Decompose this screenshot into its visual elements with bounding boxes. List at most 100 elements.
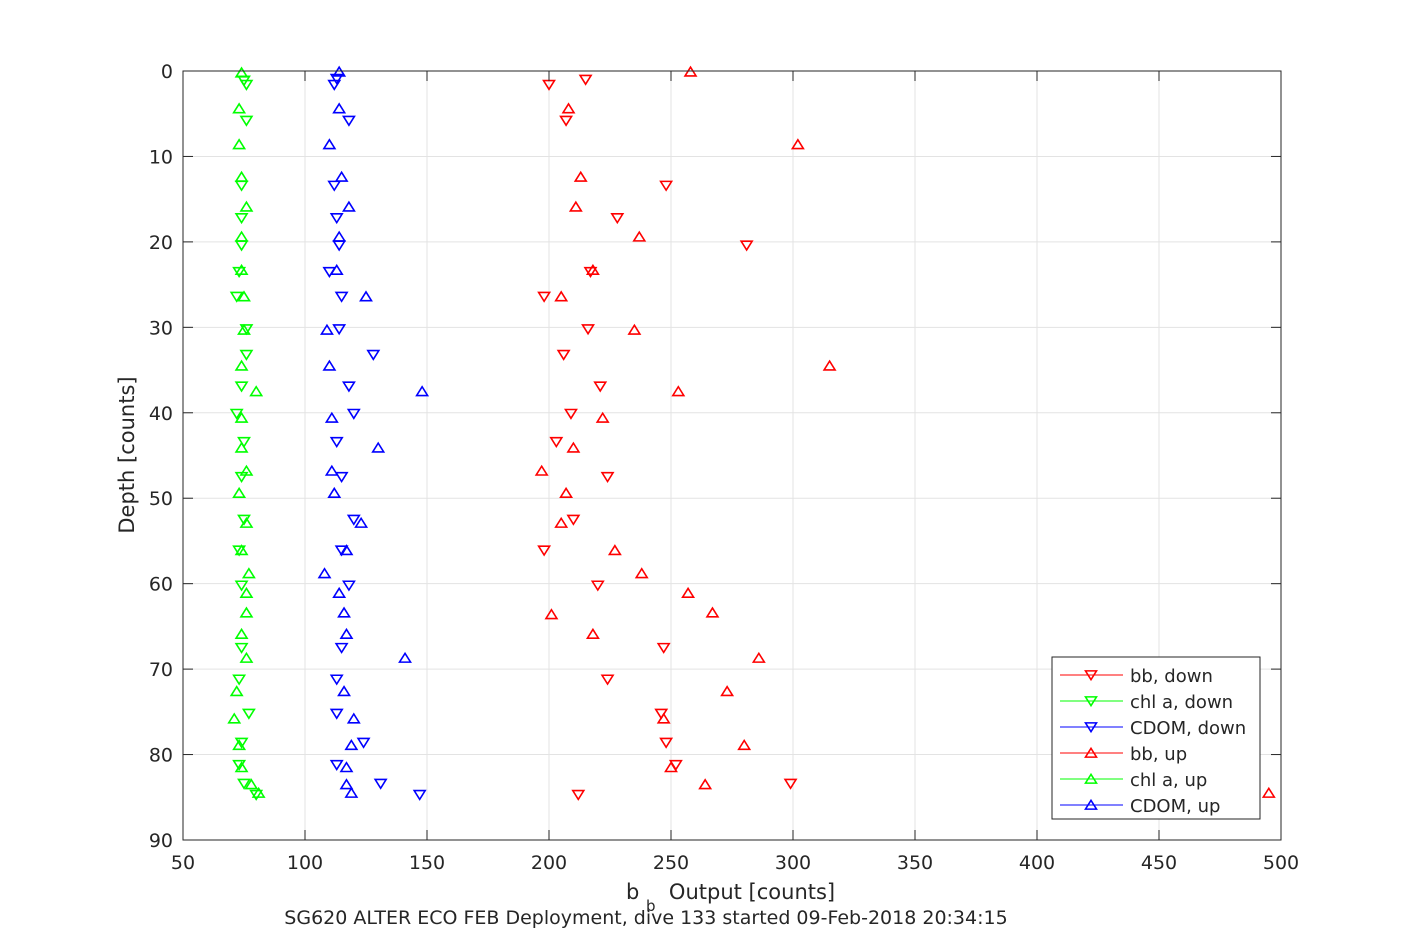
- data-point: [234, 359, 249, 371]
- data-point: [337, 606, 351, 618]
- data-point: [534, 464, 549, 476]
- y-tick-label: 50: [149, 488, 173, 510]
- data-point: [559, 115, 574, 127]
- data-point: [739, 240, 754, 252]
- data-point: [327, 79, 342, 91]
- data-point: [241, 567, 256, 579]
- data-point: [239, 606, 254, 618]
- data-point: [373, 778, 388, 790]
- data-point: [239, 516, 254, 528]
- y-axis-label: Depth [counts]: [115, 376, 139, 533]
- data-point: [322, 138, 337, 150]
- data-point: [566, 441, 581, 453]
- data-point: [705, 606, 720, 618]
- data-point: [322, 359, 337, 371]
- series-4: [227, 66, 266, 798]
- data-point: [412, 789, 427, 801]
- data-point: [698, 778, 713, 790]
- data-point: [398, 651, 412, 663]
- data-point: [229, 685, 244, 697]
- data-point: [537, 291, 552, 303]
- legend-label: chl a, up: [1130, 770, 1207, 791]
- data-point: [227, 712, 242, 724]
- data-point: [564, 408, 578, 420]
- data-point: [339, 761, 354, 773]
- axis-ticks: [182, 70, 1282, 841]
- data-point: [790, 138, 805, 150]
- data-point: [590, 580, 605, 592]
- data-point: [239, 115, 254, 127]
- data-point: [232, 102, 247, 114]
- data-point: [234, 761, 249, 773]
- data-point: [234, 580, 249, 592]
- legend-marker: [1084, 670, 1098, 682]
- legend-marker: [1084, 772, 1098, 784]
- data-point: [583, 266, 598, 278]
- data-point: [783, 778, 798, 790]
- data-point: [234, 230, 249, 242]
- data-point: [329, 708, 344, 720]
- legend-label: bb, up: [1130, 744, 1187, 765]
- data-point: [244, 778, 259, 790]
- data-point: [239, 79, 254, 91]
- y-tick-label: 0: [161, 61, 173, 83]
- data-point: [537, 545, 552, 557]
- data-point: [329, 73, 344, 85]
- x-tick-label: 400: [1019, 852, 1055, 874]
- data-point: [554, 290, 569, 302]
- data-point: [241, 708, 256, 720]
- data-point: [556, 349, 571, 361]
- data-point: [329, 436, 344, 449]
- x-tick-label: 350: [897, 852, 933, 874]
- data-point: [341, 200, 356, 212]
- data-point: [415, 385, 430, 397]
- data-point: [751, 651, 766, 663]
- data-point: [366, 349, 381, 361]
- data-point: [659, 180, 674, 192]
- data-point: [627, 323, 642, 335]
- data-point: [234, 642, 249, 654]
- y-tick-label: 30: [149, 317, 173, 339]
- data-point: [237, 778, 251, 790]
- plot-frame: [182, 70, 1282, 841]
- data-point: [559, 486, 574, 499]
- data-point: [239, 464, 254, 476]
- data-point: [346, 514, 361, 526]
- data-point: [234, 381, 249, 393]
- data-point: [334, 291, 349, 303]
- data-point: [683, 65, 698, 77]
- legend-label: CDOM, up: [1130, 796, 1220, 817]
- data-point: [234, 627, 249, 640]
- data-point: [239, 651, 254, 663]
- legend-marker: [1084, 746, 1098, 758]
- data-point: [354, 516, 369, 528]
- data-point: [232, 738, 247, 751]
- data-point: [346, 408, 361, 420]
- data-point: [329, 263, 344, 276]
- x-axis-label-subscript: b: [646, 897, 656, 915]
- legend-marker: [1084, 798, 1098, 810]
- data-point: [1261, 786, 1276, 798]
- data-point: [600, 471, 615, 484]
- data-point: [822, 359, 837, 371]
- data-point: [234, 213, 249, 225]
- data-point: [324, 464, 339, 476]
- data-point: [317, 567, 332, 579]
- data-point: [332, 586, 347, 598]
- data-point: [659, 737, 674, 749]
- data-point: [341, 381, 356, 393]
- x-tick-label: 200: [531, 852, 567, 874]
- data-point: [581, 324, 595, 336]
- data-point: [332, 324, 347, 336]
- data-point: [610, 213, 625, 225]
- data-point: [229, 291, 244, 303]
- data-point: [327, 486, 342, 499]
- data-points: [227, 65, 1276, 801]
- chart-caption: SG620 ALTER ECO FEB Deployment, dive 133…: [284, 907, 1007, 929]
- data-point: [234, 263, 249, 276]
- x-tick-label: 150: [409, 852, 445, 874]
- data-point: [324, 411, 339, 423]
- data-point: [237, 290, 251, 302]
- data-point: [332, 65, 347, 77]
